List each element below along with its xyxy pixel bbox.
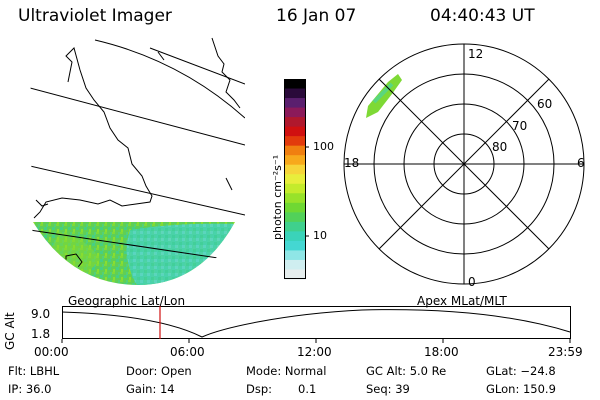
date-label: 16 Jan 07 — [276, 6, 357, 26]
colorbar-stripe — [284, 136, 306, 147]
mlt-label-12: 12 — [468, 47, 484, 61]
mlt-label-0: 0 — [468, 275, 476, 289]
colorbar-stripe — [284, 250, 306, 261]
colorbar-stripe — [284, 183, 306, 194]
colorbar-stripe — [284, 269, 306, 280]
timeline-xtick-1800: 18:00 — [424, 345, 459, 359]
colorbar-stripe — [284, 231, 306, 242]
info-gain: Gain: 14 — [126, 382, 175, 396]
info-door: Door: Open — [126, 364, 192, 378]
info-seq: Seq: 39 — [366, 382, 410, 396]
colorbar-stripe — [284, 107, 306, 118]
timeline-xtick-0600: 06:00 — [170, 345, 205, 359]
colorbar-stripe — [284, 193, 306, 204]
colorbar-stripe — [284, 259, 306, 270]
colorbar-stripe — [284, 98, 306, 109]
colorbar-stripe — [284, 164, 306, 175]
app-title: Ultraviolet Imager — [18, 6, 172, 26]
polar-caption: Apex MLat/MLT — [417, 294, 507, 308]
time-label: 04:40:43 UT — [430, 6, 535, 26]
mlt-label-6: 6 — [577, 156, 585, 170]
aurora-region — [33, 222, 235, 285]
colorbar-tick-10: 10 — [313, 229, 327, 242]
lat-label-60: 60 — [537, 97, 553, 111]
colorbar-stripe — [284, 117, 306, 128]
info-dsp-label: Dsp: — [246, 382, 273, 396]
timeline-xtick-2359: 23:59 — [548, 345, 583, 359]
info-ip: IP: 36.0 — [8, 382, 52, 396]
info-gcalt: GC Alt: 5.0 Re — [366, 364, 447, 378]
colorbar-stripe — [284, 155, 306, 166]
colorbar-stripe — [284, 88, 306, 99]
info-glat: GLat: −24.8 — [486, 364, 556, 378]
timeline-xtick-0000: 00:00 — [34, 345, 69, 359]
timeline-xtick-1200: 12:00 — [297, 345, 332, 359]
colorbar-stripe — [284, 126, 306, 137]
colorbar-stripe — [284, 212, 306, 223]
geographic-map — [30, 37, 245, 285]
colorbar-tick-100: 100 — [313, 140, 334, 153]
lat-label-80: 80 — [492, 140, 508, 154]
timeline-ytick-1.8: 1.8 — [31, 327, 51, 341]
color-bar — [284, 79, 309, 280]
info-mode: Mode: Normal — [246, 364, 327, 378]
colorbar-stripe — [284, 174, 306, 185]
info-flt: Flt: LBHL — [8, 364, 60, 378]
info-dsp-value: 0.1 — [298, 382, 317, 396]
mlt-label-18: 18 — [344, 156, 360, 170]
colorbar-stripe — [284, 240, 306, 251]
timeline-ytick-9: 9.0 — [31, 307, 51, 321]
colorbar-unit-label: photon cm⁻²s⁻¹ — [271, 154, 284, 240]
colorbar-stripe — [284, 221, 306, 232]
lat-label-70: 70 — [512, 119, 528, 133]
colorbar-stripe — [284, 145, 306, 156]
info-glon: GLon: 150.9 — [486, 382, 556, 396]
map-caption: Geographic Lat/Lon — [68, 294, 186, 308]
polar-plot — [343, 43, 585, 285]
altitude-timeline — [61, 306, 571, 343]
colorbar-stripe — [284, 79, 306, 90]
timeline-y-label: GC Alt — [3, 312, 17, 350]
colorbar-stripe — [284, 202, 306, 213]
